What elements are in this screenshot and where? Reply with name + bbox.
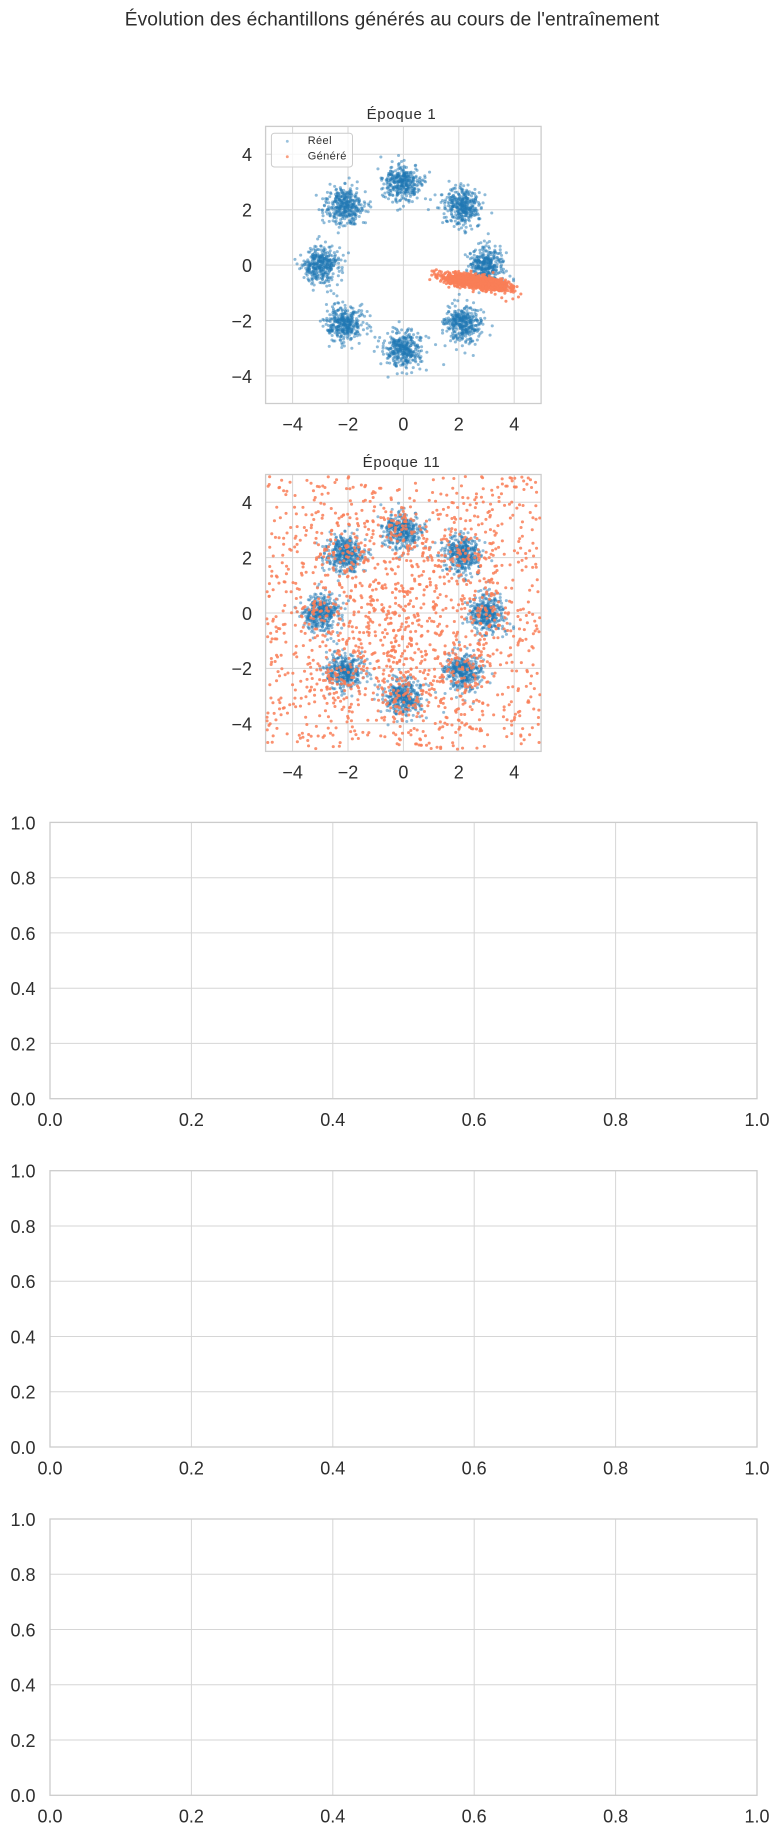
svg-text:−2: −2 (338, 415, 359, 435)
svg-text:0.0: 0.0 (10, 1438, 35, 1458)
svg-text:0.8: 0.8 (10, 1217, 35, 1237)
svg-text:0.6: 0.6 (462, 1807, 487, 1827)
svg-text:−4: −4 (282, 415, 303, 435)
svg-text:0.0: 0.0 (10, 1786, 35, 1806)
svg-text:4: 4 (509, 763, 519, 783)
svg-text:−2: −2 (338, 763, 359, 783)
svg-text:1.0: 1.0 (10, 1162, 35, 1182)
svg-text:0.6: 0.6 (10, 1620, 35, 1640)
svg-text:Réel: Réel (308, 135, 332, 147)
svg-text:1.0: 1.0 (10, 1510, 35, 1530)
svg-text:1.0: 1.0 (744, 1807, 769, 1827)
svg-text:0: 0 (242, 256, 252, 276)
svg-text:0.8: 0.8 (603, 1807, 628, 1827)
svg-text:Évolution des échantillons gén: Évolution des échantillons générés au co… (125, 10, 660, 31)
svg-text:0.2: 0.2 (179, 1807, 204, 1827)
svg-text:−4: −4 (231, 367, 252, 387)
svg-text:0.2: 0.2 (10, 1034, 35, 1054)
svg-text:0.0: 0.0 (37, 1458, 62, 1478)
svg-text:4: 4 (509, 415, 519, 435)
svg-text:2: 2 (242, 201, 252, 221)
svg-text:2: 2 (454, 763, 464, 783)
svg-text:0.4: 0.4 (320, 1458, 345, 1478)
svg-text:0.4: 0.4 (320, 1807, 345, 1827)
svg-text:0.6: 0.6 (10, 924, 35, 944)
svg-text:0.0: 0.0 (10, 1090, 35, 1110)
svg-text:0.2: 0.2 (179, 1110, 204, 1130)
svg-text:0: 0 (242, 604, 252, 624)
svg-text:4: 4 (242, 493, 252, 513)
svg-text:0.2: 0.2 (10, 1731, 35, 1751)
svg-text:0.0: 0.0 (37, 1807, 62, 1827)
svg-text:0.2: 0.2 (179, 1458, 204, 1478)
svg-text:1.0: 1.0 (744, 1110, 769, 1130)
svg-text:−2: −2 (231, 659, 252, 679)
svg-text:1.0: 1.0 (744, 1458, 769, 1478)
svg-text:0.4: 0.4 (320, 1110, 345, 1130)
svg-text:1.0: 1.0 (10, 813, 35, 833)
svg-text:2: 2 (242, 549, 252, 569)
svg-text:0.6: 0.6 (10, 1272, 35, 1292)
svg-text:0.6: 0.6 (462, 1110, 487, 1130)
svg-text:0.4: 0.4 (10, 1676, 35, 1696)
svg-text:0: 0 (398, 415, 408, 435)
svg-text:Époque 11: Époque 11 (363, 454, 441, 471)
svg-text:2: 2 (454, 415, 464, 435)
svg-text:−2: −2 (231, 311, 252, 331)
svg-text:0.8: 0.8 (603, 1110, 628, 1130)
svg-text:4: 4 (242, 145, 252, 165)
svg-text:Généré: Généré (308, 151, 347, 163)
svg-text:0.2: 0.2 (10, 1383, 35, 1403)
svg-text:0.0: 0.0 (37, 1110, 62, 1130)
svg-text:0.8: 0.8 (10, 869, 35, 889)
svg-text:0: 0 (398, 763, 408, 783)
svg-text:0.4: 0.4 (10, 1327, 35, 1347)
svg-text:Époque 1: Époque 1 (367, 106, 437, 123)
svg-text:0.6: 0.6 (462, 1458, 487, 1478)
svg-text:0.4: 0.4 (10, 979, 35, 999)
svg-text:0.8: 0.8 (603, 1458, 628, 1478)
svg-text:0.8: 0.8 (10, 1565, 35, 1585)
svg-text:−4: −4 (282, 763, 303, 783)
svg-text:−4: −4 (231, 715, 252, 735)
